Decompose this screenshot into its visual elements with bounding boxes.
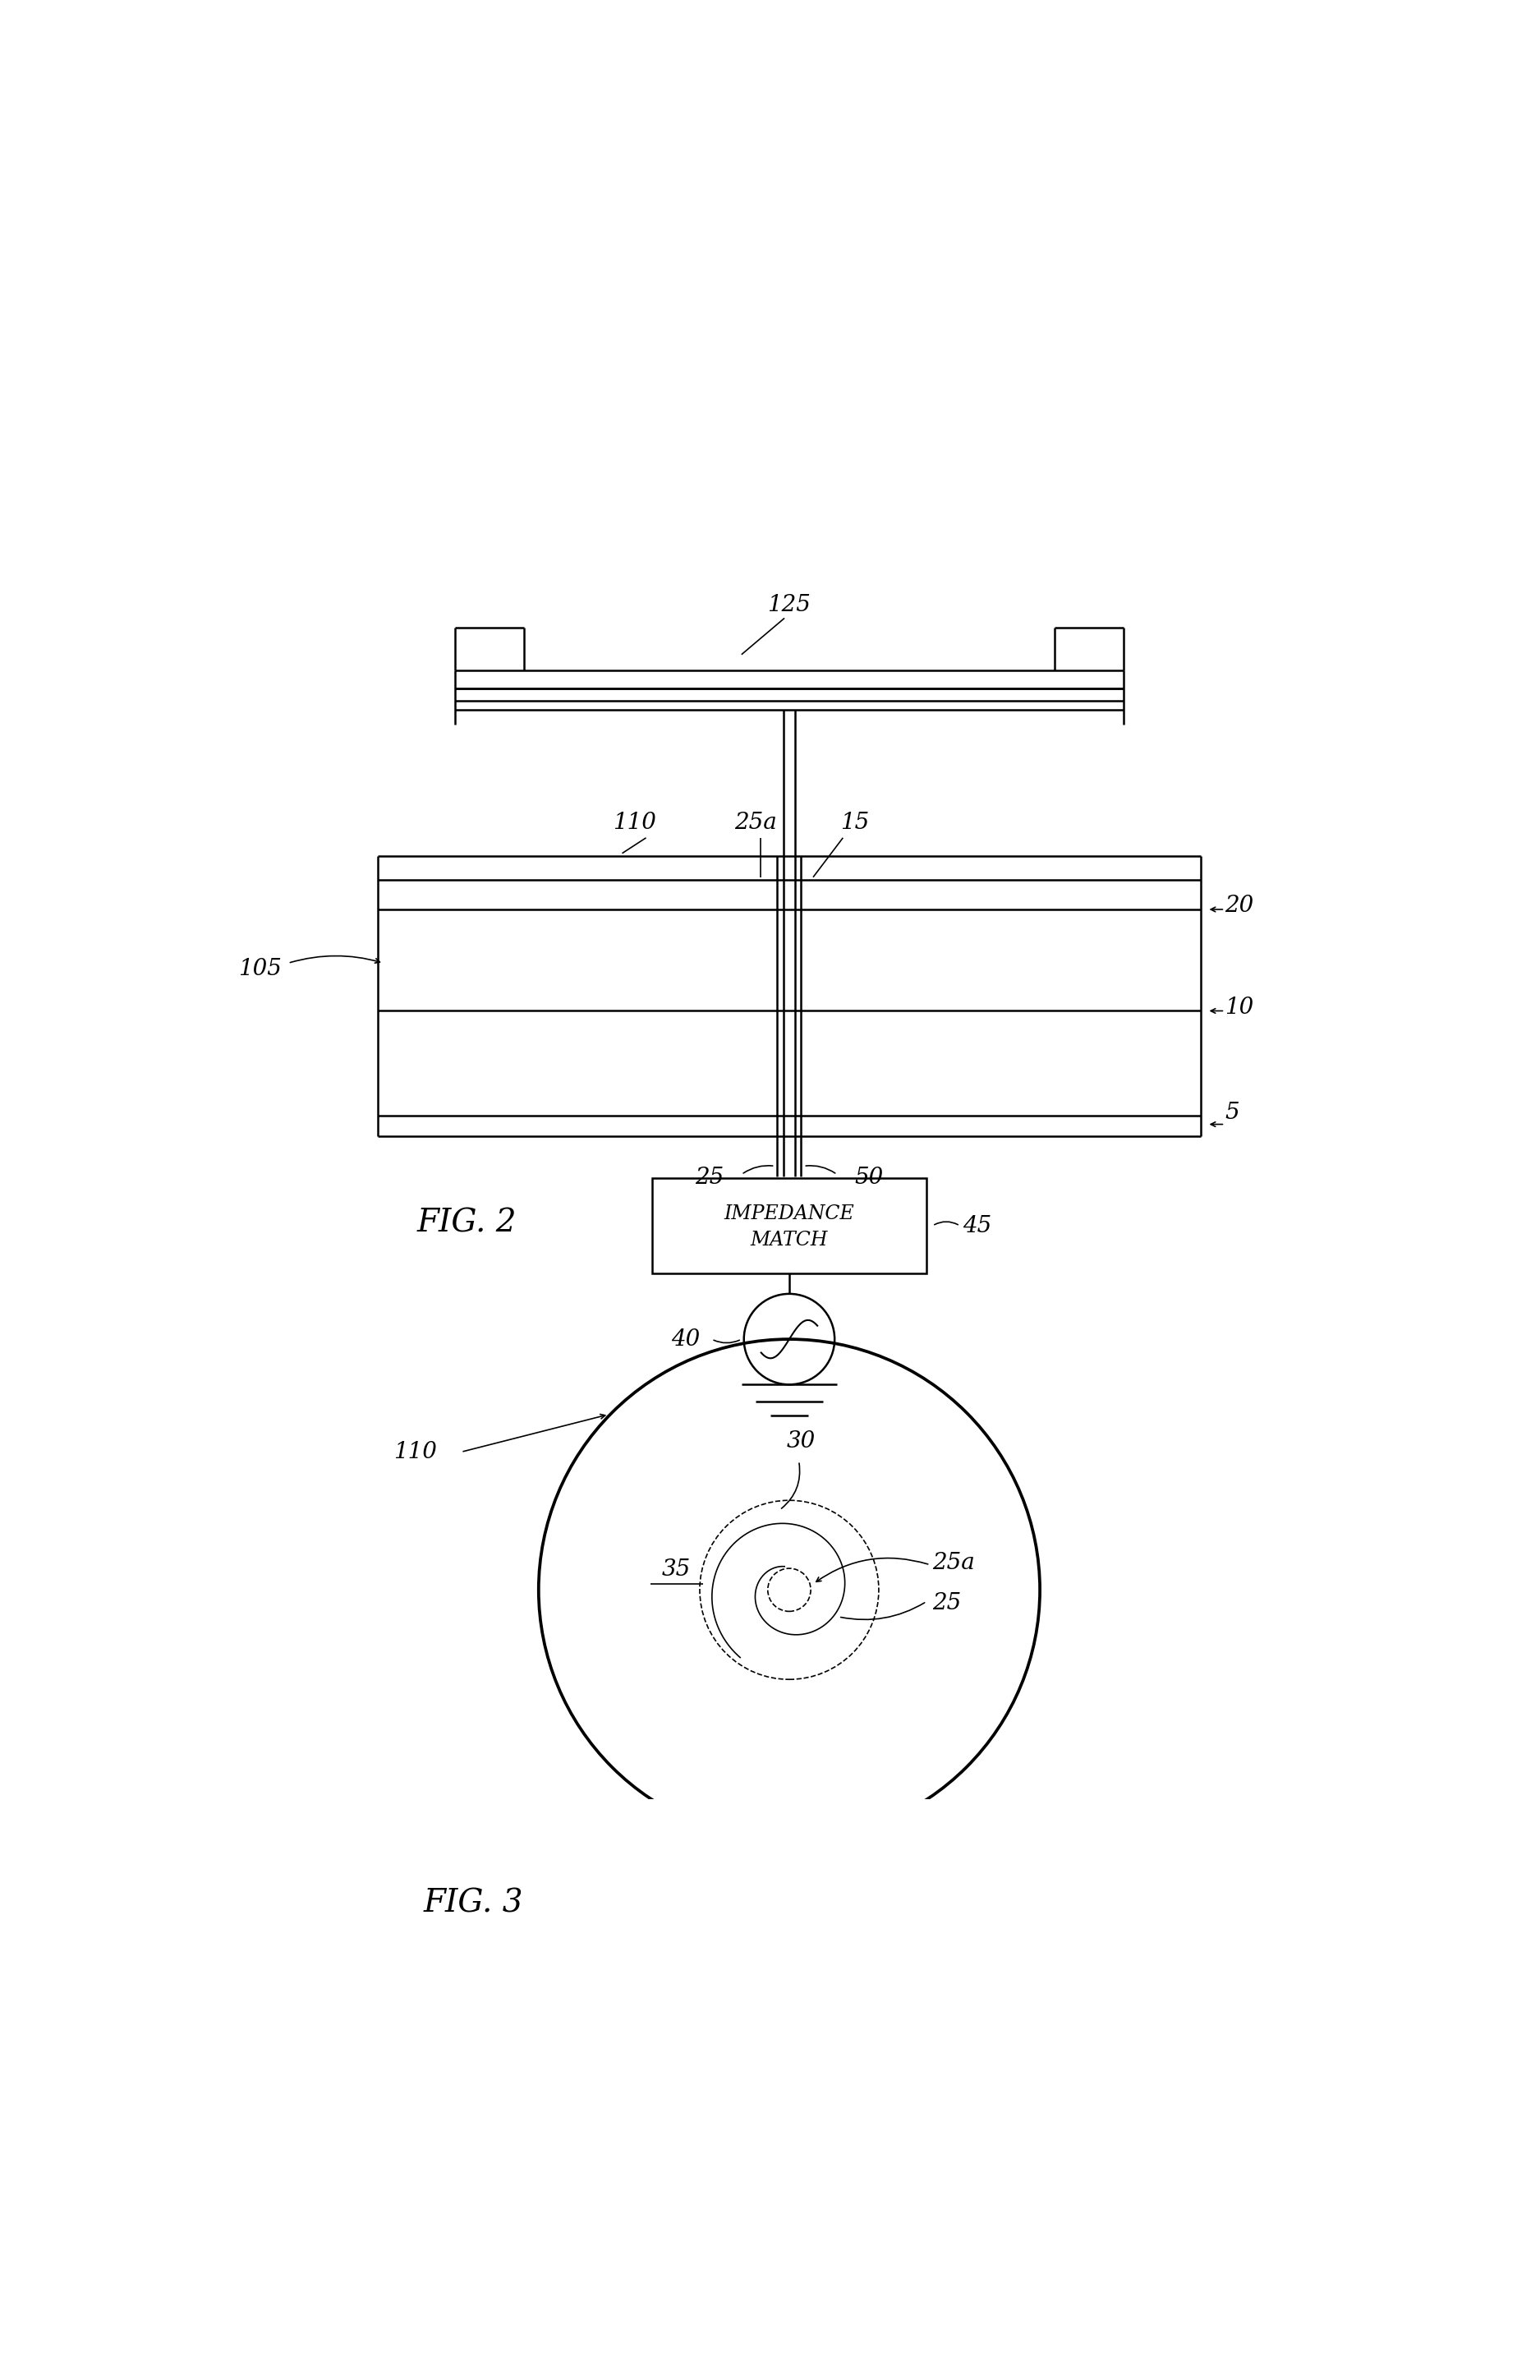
Text: 20: 20 — [1224, 895, 1254, 916]
FancyBboxPatch shape — [651, 1178, 927, 1273]
Text: 35: 35 — [662, 1559, 691, 1580]
Text: 5: 5 — [1224, 1102, 1240, 1123]
Text: IMPEDANCE: IMPEDANCE — [724, 1204, 855, 1223]
Text: 25: 25 — [933, 1592, 961, 1614]
Text: MATCH: MATCH — [750, 1230, 829, 1250]
Text: FIG. 3: FIG. 3 — [424, 1887, 524, 1918]
Text: 10: 10 — [1224, 997, 1254, 1019]
Text: 40: 40 — [671, 1328, 699, 1349]
Text: 25: 25 — [695, 1166, 724, 1190]
Text: 25a: 25a — [735, 812, 778, 835]
Text: 30: 30 — [787, 1430, 816, 1452]
Text: 15: 15 — [841, 812, 870, 835]
Text: FIG. 2: FIG. 2 — [417, 1209, 517, 1238]
Text: 50: 50 — [855, 1166, 884, 1190]
Text: 105: 105 — [239, 959, 282, 981]
Text: 110: 110 — [613, 812, 656, 835]
Text: 25a: 25a — [933, 1552, 975, 1573]
Text: 110: 110 — [394, 1440, 437, 1464]
Text: 125: 125 — [767, 593, 812, 616]
Text: 45: 45 — [962, 1214, 992, 1238]
